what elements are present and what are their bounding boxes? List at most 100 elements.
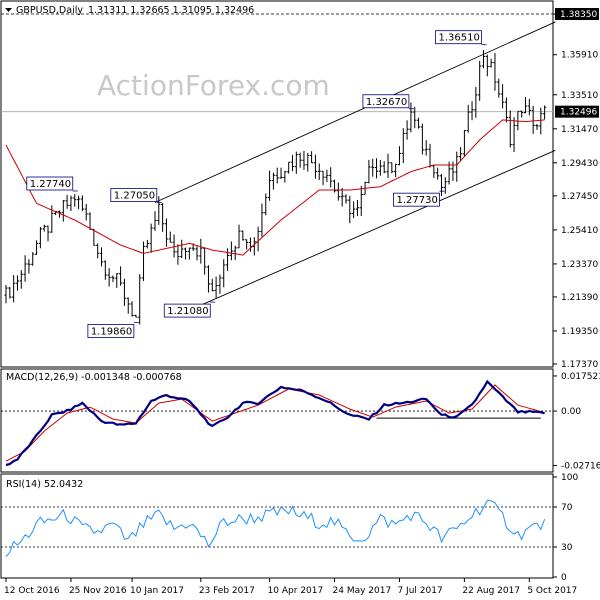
price-bar xyxy=(294,151,298,174)
price-bar xyxy=(218,274,222,294)
price-bar xyxy=(420,123,424,155)
price-tick-label: 1.21390 xyxy=(561,293,598,303)
price-bar xyxy=(199,238,203,264)
price-bar xyxy=(260,203,264,237)
price-tick-label: 1.17370 xyxy=(561,360,598,370)
price-tick-label: 1.23370 xyxy=(561,260,598,270)
swing-label-text: 1.27740 xyxy=(30,179,71,190)
price-bar xyxy=(298,152,302,168)
price-bar xyxy=(409,102,413,133)
price-bar xyxy=(73,194,77,207)
swing-label: 1.27730 xyxy=(393,190,445,207)
price-bar xyxy=(38,227,42,249)
swing-label-box xyxy=(393,192,440,207)
swing-label: 1.19860 xyxy=(87,322,139,338)
rsi-line xyxy=(5,499,546,558)
price-bar xyxy=(122,278,127,306)
price-bar xyxy=(264,193,268,216)
price-bar xyxy=(336,182,340,201)
macd-signal-line xyxy=(5,384,545,462)
price-bar xyxy=(355,200,360,217)
price-bar xyxy=(462,130,466,157)
swing-label-text: 1.27730 xyxy=(396,195,437,206)
x-tick-label: 25 Nov 2016 xyxy=(69,586,127,596)
swing-label-text: 1.36510 xyxy=(439,33,480,44)
price-bar xyxy=(210,278,214,292)
price-bar xyxy=(149,223,153,253)
swing-label: 1.21080 xyxy=(163,301,216,318)
price-bar xyxy=(145,239,149,249)
price-bar xyxy=(436,167,440,180)
price-bar xyxy=(340,187,344,207)
swing-label-box xyxy=(435,30,482,45)
x-tick-label: 24 May 2017 xyxy=(333,586,392,596)
x-tick-label: 10 Apr 2017 xyxy=(268,586,324,596)
price-bar xyxy=(310,151,314,164)
price-bar xyxy=(279,167,283,179)
price-bar xyxy=(527,98,531,116)
price-bar xyxy=(497,78,501,98)
resistance-price-label: 1.38350 xyxy=(560,10,597,20)
price-bar xyxy=(275,167,279,184)
resistance-price-box xyxy=(555,8,599,21)
x-tick-label: 7 Jul 2017 xyxy=(397,586,442,596)
price-bar xyxy=(317,163,321,181)
macd-label: MACD(12,26,9) -0.001348 -0.000768 xyxy=(6,372,182,383)
price-bar xyxy=(183,247,188,260)
price-bar xyxy=(241,230,245,241)
price-bar xyxy=(172,234,176,258)
rsi-tick-label: 0 xyxy=(561,573,567,583)
swing-label-text: 1.21080 xyxy=(167,306,208,317)
price-bar xyxy=(413,106,417,129)
price-bar xyxy=(176,244,180,265)
price-bar xyxy=(233,245,237,261)
price-bar xyxy=(416,117,421,129)
price-bar xyxy=(352,201,356,219)
price-bar xyxy=(206,265,211,293)
price-bar xyxy=(214,276,218,298)
price-tick-label: 1.33510 xyxy=(561,91,598,101)
ohlc-readout: 1.31311 1.32665 1.31095 1.32496 xyxy=(88,5,254,16)
channel-upper-line xyxy=(154,21,556,203)
price-bar xyxy=(508,110,512,148)
price-bar xyxy=(489,58,493,68)
swing-label-text: 1.27050 xyxy=(114,191,155,202)
price-bar xyxy=(115,273,119,289)
price-bar xyxy=(302,150,306,170)
price-bar xyxy=(103,260,107,280)
symbol-dropdown-icon[interactable] xyxy=(5,8,12,12)
price-bar xyxy=(187,247,191,260)
price-bar xyxy=(474,86,478,118)
price-bar xyxy=(390,162,394,174)
price-bar xyxy=(237,224,241,249)
price-bar xyxy=(42,224,46,232)
price-bar xyxy=(371,158,375,177)
current-price-label: 1.32496 xyxy=(560,108,597,118)
swing-label-box xyxy=(110,188,158,202)
swing-label-box xyxy=(26,176,74,191)
rsi-tick-label: 30 xyxy=(561,543,573,553)
price-bar xyxy=(520,110,524,118)
macd-tick-label: -0.027169 xyxy=(561,462,600,472)
price-bar xyxy=(470,101,474,121)
price-bar xyxy=(46,225,50,242)
price-bar xyxy=(405,120,409,140)
price-bar xyxy=(539,107,543,135)
price-bar xyxy=(31,251,35,266)
symbol-label: GBPUSD,Daily xyxy=(16,5,83,16)
price-bar xyxy=(76,195,81,210)
price-bar xyxy=(157,196,161,225)
price-bar xyxy=(271,172,275,190)
price-bar xyxy=(19,270,23,289)
price-bar xyxy=(153,211,157,231)
price-bar xyxy=(141,241,146,281)
price-bar xyxy=(504,97,509,123)
price-bar xyxy=(99,247,104,267)
price-bar xyxy=(313,154,318,179)
price-bar xyxy=(119,266,123,286)
price-bar xyxy=(512,117,516,153)
swing-label: 1.27050 xyxy=(110,188,162,203)
price-bar xyxy=(290,154,295,172)
